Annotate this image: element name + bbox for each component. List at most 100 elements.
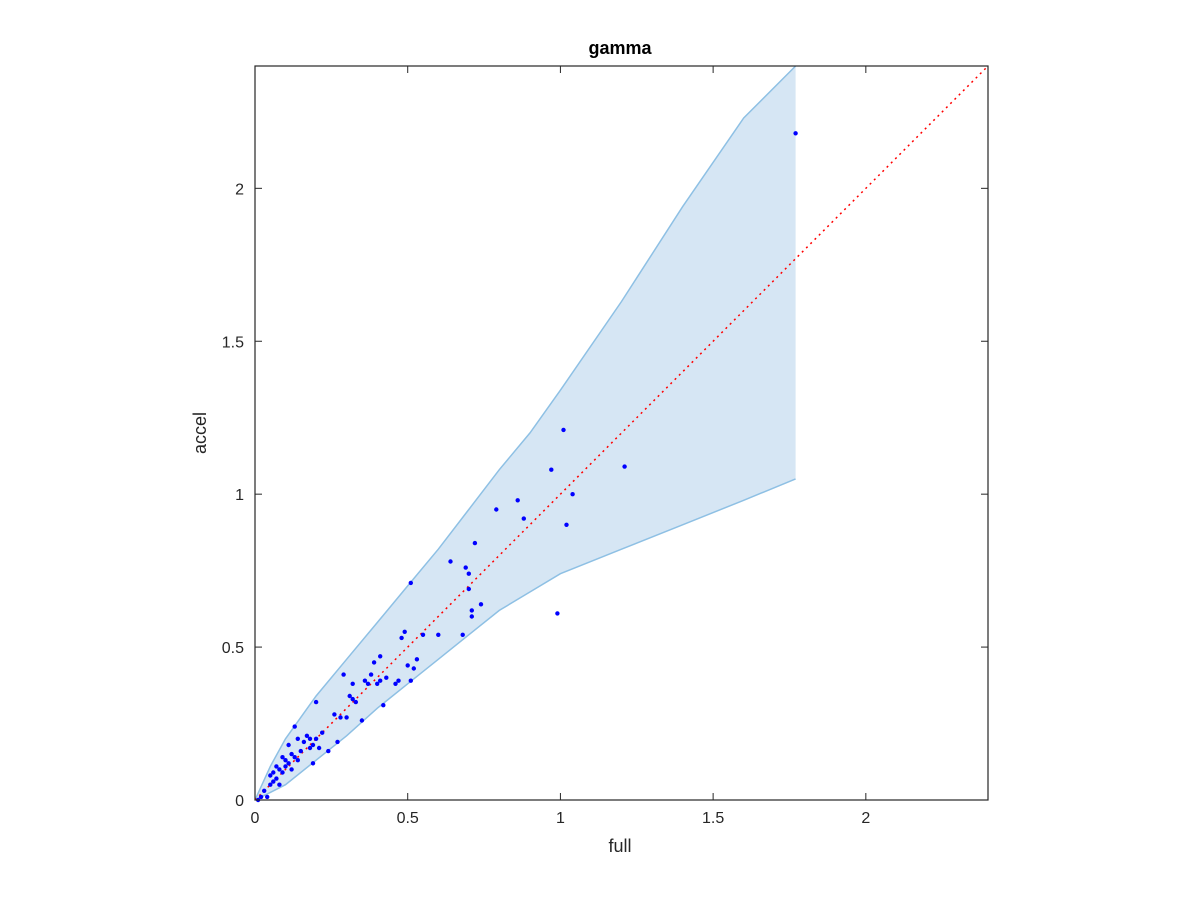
data-point [344, 715, 349, 720]
data-point [570, 492, 575, 497]
data-point [286, 742, 291, 748]
data-point [304, 733, 310, 738]
data-point [371, 660, 377, 665]
data-point [280, 755, 285, 760]
data-point [793, 131, 798, 136]
data-point [362, 678, 368, 683]
chart-title: gamma [588, 38, 652, 58]
data-point [313, 736, 319, 741]
data-point [466, 586, 471, 592]
data-point [414, 657, 420, 662]
data-point [280, 770, 285, 775]
data-point [283, 758, 288, 763]
data-point [411, 666, 416, 671]
axes-box [254, 65, 989, 801]
data-point [262, 788, 267, 793]
data-point [408, 580, 413, 586]
x-tick-label: 0 [251, 810, 260, 827]
data-point [268, 773, 273, 778]
data-point [420, 632, 426, 637]
reference-line [254, 65, 989, 801]
data-point [310, 742, 316, 748]
data-point [402, 629, 407, 634]
data-point [292, 755, 297, 760]
y-axis-label: accel [190, 412, 210, 454]
data-point [466, 571, 471, 576]
data-point [289, 751, 294, 757]
data-point [277, 782, 282, 787]
data-point [521, 516, 526, 521]
x-tick-label: 1 [556, 810, 565, 827]
x-tick-label: 1.5 [702, 810, 724, 827]
data-point [359, 718, 365, 723]
data-point [277, 767, 282, 772]
data-point [555, 611, 560, 616]
data-point [350, 681, 355, 686]
data-point [350, 696, 355, 702]
data-point [274, 776, 279, 781]
data-point [368, 672, 374, 677]
plot-area: 0 0.5 1 1.5 2 0 0.5 1 1.5 2 [222, 65, 989, 827]
data-point [307, 736, 313, 741]
data-point [408, 678, 413, 683]
data-point [384, 675, 389, 680]
confidence-band [255, 66, 796, 800]
data-point [307, 745, 313, 751]
data-point [396, 678, 401, 683]
data-point [622, 464, 627, 469]
data-point [338, 715, 343, 720]
data-point [292, 724, 297, 729]
y-tick-label: 1 [235, 487, 244, 504]
data-point [494, 507, 499, 512]
data-point [310, 761, 316, 766]
data-point [353, 699, 358, 705]
data-point [341, 672, 346, 677]
data-point [469, 608, 474, 613]
data-point [378, 654, 383, 659]
data-point [472, 540, 478, 546]
data-point [313, 699, 319, 705]
y-tick-label: 1.5 [222, 334, 244, 351]
data-point [298, 748, 303, 754]
data-point [268, 782, 273, 787]
data-point [375, 681, 380, 686]
data-point [335, 739, 340, 745]
data-point [271, 770, 276, 775]
data-point [478, 602, 484, 607]
data-point [405, 663, 410, 668]
data-point [289, 767, 294, 772]
data-point [469, 614, 474, 619]
data-point [332, 712, 337, 717]
data-point [295, 758, 300, 763]
data-point [301, 739, 307, 745]
data-point [295, 736, 300, 741]
data-point [393, 681, 398, 686]
data-point [265, 794, 270, 800]
data-point [399, 635, 404, 641]
data-point [283, 764, 288, 769]
data-point [326, 748, 331, 754]
data-point [561, 427, 566, 433]
data-point [436, 632, 441, 637]
band-upper-edge [254, 65, 797, 801]
data-point [381, 703, 386, 708]
data-point [258, 794, 264, 800]
y-tick-label: 2 [235, 181, 244, 198]
data-point [460, 632, 465, 637]
x-tick-label: 2 [861, 810, 870, 827]
y-tick-label: 0.5 [222, 640, 244, 657]
data-point [271, 779, 276, 784]
data-point [347, 693, 352, 699]
data-point [448, 559, 453, 564]
data-point [365, 681, 371, 686]
data-point [286, 761, 291, 766]
data-point [549, 467, 554, 472]
x-axis-label: full [608, 836, 631, 856]
data-point [274, 764, 279, 769]
data-point [463, 565, 468, 570]
band-lower-edge [254, 478, 796, 801]
y-tick-label: 0 [235, 793, 244, 810]
data-point [316, 745, 322, 751]
data-point [378, 678, 383, 683]
